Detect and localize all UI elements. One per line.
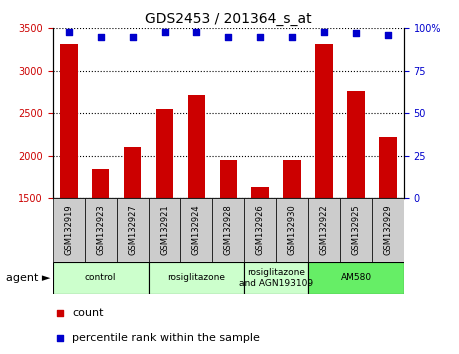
Text: GSM132927: GSM132927 [128,205,137,256]
Bar [213,198,244,262]
Bar [219,160,237,198]
Text: control: control [85,273,117,282]
Bar [244,198,276,262]
Text: GSM132930: GSM132930 [288,205,297,256]
Text: GSM132924: GSM132924 [192,205,201,256]
Bar [315,45,333,198]
Text: GSM132921: GSM132921 [160,205,169,256]
Text: agent ►: agent ► [6,273,50,283]
Bar [180,198,213,262]
Point [129,34,136,40]
Point [56,335,63,341]
Text: rosiglitazone
and AGN193109: rosiglitazone and AGN193109 [239,268,313,287]
Point [257,34,264,40]
Bar [244,262,308,294]
Bar [347,91,365,198]
Text: count: count [72,308,104,318]
Point [193,29,200,35]
Point [225,34,232,40]
Bar [252,187,269,198]
Bar [92,169,109,198]
Text: GSM132928: GSM132928 [224,205,233,256]
Bar [340,198,372,262]
Point [161,29,168,35]
Text: GSM132919: GSM132919 [64,205,73,256]
Bar [53,262,149,294]
Bar [308,198,340,262]
Bar [156,109,174,198]
Text: AM580: AM580 [341,273,372,282]
Bar [372,198,404,262]
Bar [53,198,85,262]
Bar [188,95,205,198]
Point [384,32,392,38]
Text: rosiglitazone: rosiglitazone [168,273,225,282]
Text: GSM132929: GSM132929 [383,205,392,256]
Bar [308,262,404,294]
Text: percentile rank within the sample: percentile rank within the sample [72,333,260,343]
Bar [149,198,180,262]
Bar [149,262,244,294]
Text: GSM132925: GSM132925 [352,205,360,256]
Bar [117,198,149,262]
Point [353,30,360,36]
Point [56,310,63,316]
Point [97,34,104,40]
Bar [276,198,308,262]
Text: GSM132922: GSM132922 [319,205,329,256]
Text: GSM132926: GSM132926 [256,205,265,256]
Bar [60,45,78,198]
Bar [379,137,397,198]
Point [65,29,73,35]
Bar [85,198,117,262]
Point [289,34,296,40]
Bar [124,147,141,198]
Title: GDS2453 / 201364_s_at: GDS2453 / 201364_s_at [145,12,312,26]
Point [320,29,328,35]
Bar [283,160,301,198]
Text: GSM132923: GSM132923 [96,205,105,256]
